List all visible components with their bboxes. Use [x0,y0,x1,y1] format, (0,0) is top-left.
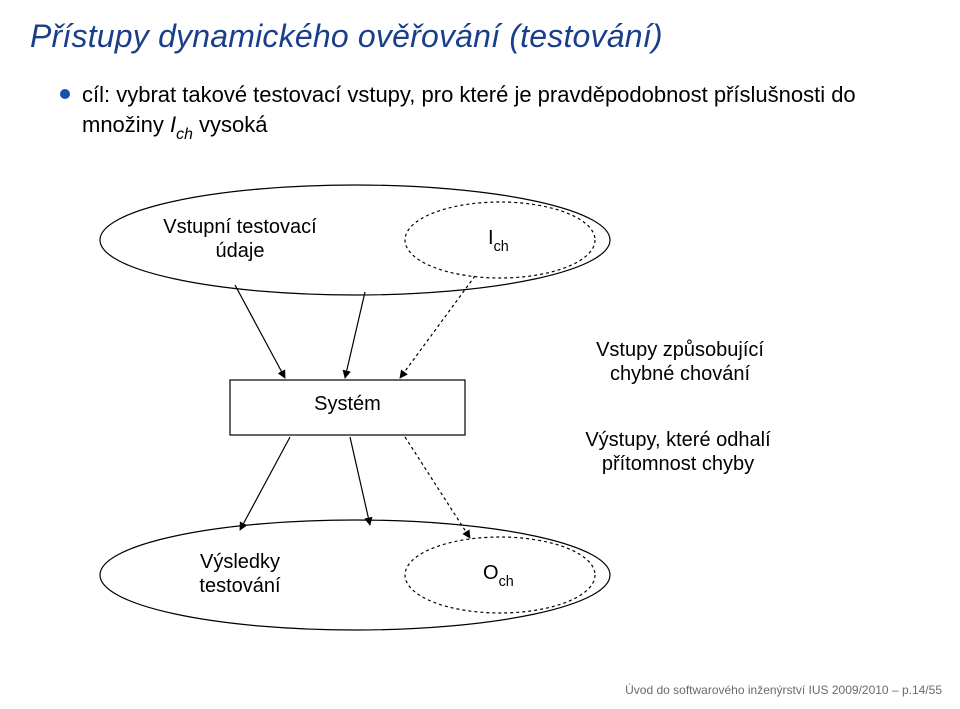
page-title: Přístupy dynamického ověřování (testován… [30,18,663,55]
arrow-in-right [345,292,365,378]
diagram: Vstupní testovacíúdaje Ich Systém Vstupy… [90,180,870,650]
arrow-out-left [240,437,290,530]
och-sub: ch [499,574,514,590]
bullet-text-after: vysoká [193,112,268,137]
arrow-in-dashed [400,276,475,378]
label-ich: Ich [488,227,509,253]
label-faulty-outputs: Výstupy, které odhalípřítomnost chyby [548,428,808,476]
label-results: Výsledkytestování [175,550,305,598]
label-system: Systém [230,393,465,416]
bullet-text: cíl: vybrat takové testovací vstupy, pro… [82,80,902,143]
bullet-dot-icon [60,89,70,99]
label-och: Och [483,562,514,588]
label-input-data: Vstupní testovacíúdaje [145,215,335,263]
ich-var: I [488,227,494,249]
bullet-row: cíl: vybrat takové testovací vstupy, pro… [60,80,902,143]
arrow-out-right [350,437,370,525]
och-var: O [483,562,499,584]
label-faulty-inputs: Vstupy způsobujícíchybné chování [565,338,795,386]
footer-text: Úvod do softwarového inženýrství IUS 200… [625,683,942,697]
ich-sub: ch [494,239,509,255]
arrow-in-left [235,285,285,378]
bullet-ivar-sub: ch [176,126,193,143]
